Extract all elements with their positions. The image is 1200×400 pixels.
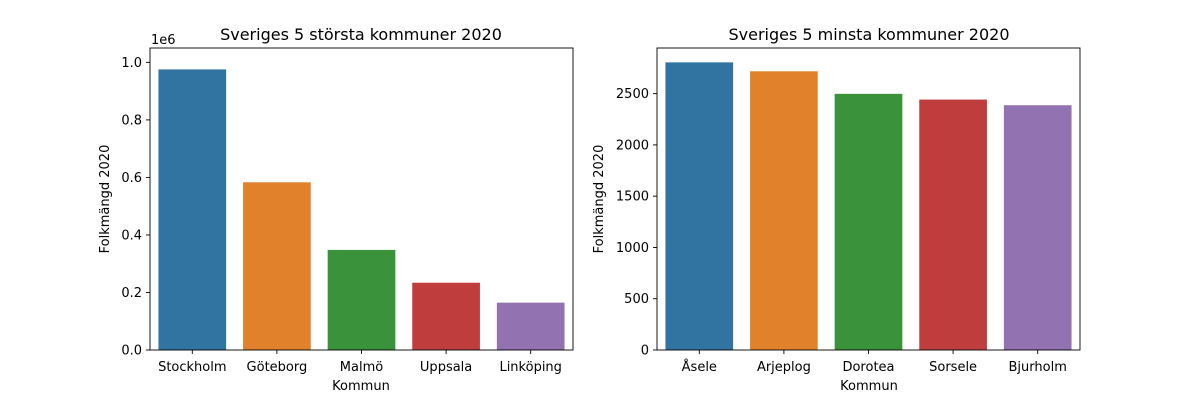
bar (412, 282, 480, 350)
y-tick-label: 1500 (616, 190, 649, 205)
bar (1003, 105, 1072, 350)
x-tick-label: Malmö (340, 360, 383, 375)
y-axis-label: Folkmängd 2020 (592, 145, 607, 254)
x-tick-label: Göteborg (247, 360, 308, 375)
y-tick-label: 1.0 (121, 56, 142, 71)
x-axis-label: Kommun (332, 379, 390, 394)
y-tick-label: 2500 (616, 87, 649, 102)
x-axis-label: Kommun (840, 379, 898, 394)
x-tick-label: Åsele (682, 359, 717, 375)
x-tick-label: Bjurholm (1009, 360, 1067, 375)
y-tick-label: 0.0 (121, 344, 142, 359)
y-tick-label: 2000 (616, 138, 649, 153)
y-offset-label: 1e6 (151, 33, 176, 48)
bar (665, 62, 734, 351)
y-tick-label: 1000 (616, 241, 649, 256)
x-tick-label: Arjeplog (757, 360, 811, 375)
chart-largest-municipalities: Sveriges 5 största kommuner 2020 1e6 Fol… (98, 25, 574, 394)
bar (919, 99, 987, 350)
x-tick-label: Linköping (499, 360, 561, 375)
bar (750, 71, 818, 350)
y-axis-label: Folkmängd 2020 (98, 145, 113, 254)
bar (243, 182, 311, 350)
x-tick-label: Uppsala (420, 360, 472, 375)
chart-smallest-municipalities: Sveriges 5 minsta kommuner 2020 Folkmäng… (592, 25, 1081, 394)
bar (834, 93, 903, 350)
x-tick-label: Stockholm (158, 360, 226, 375)
bar (327, 249, 396, 350)
y-tick-label: 0 (641, 344, 649, 359)
y-tick-label: 0.8 (121, 113, 142, 128)
y-tick-label: 0.4 (121, 228, 142, 243)
y-tick-label: 500 (624, 292, 649, 307)
bar (158, 69, 227, 350)
y-tick-label: 0.2 (121, 286, 142, 301)
chart-title: Sveriges 5 minsta kommuner 2020 (728, 25, 1009, 44)
x-tick-label: Sorsele (929, 360, 977, 375)
y-tick-label: 0.6 (121, 171, 142, 186)
chart-title: Sveriges 5 största kommuner 2020 (220, 25, 502, 44)
x-tick-label: Dorotea (842, 360, 894, 375)
bar (496, 302, 565, 350)
